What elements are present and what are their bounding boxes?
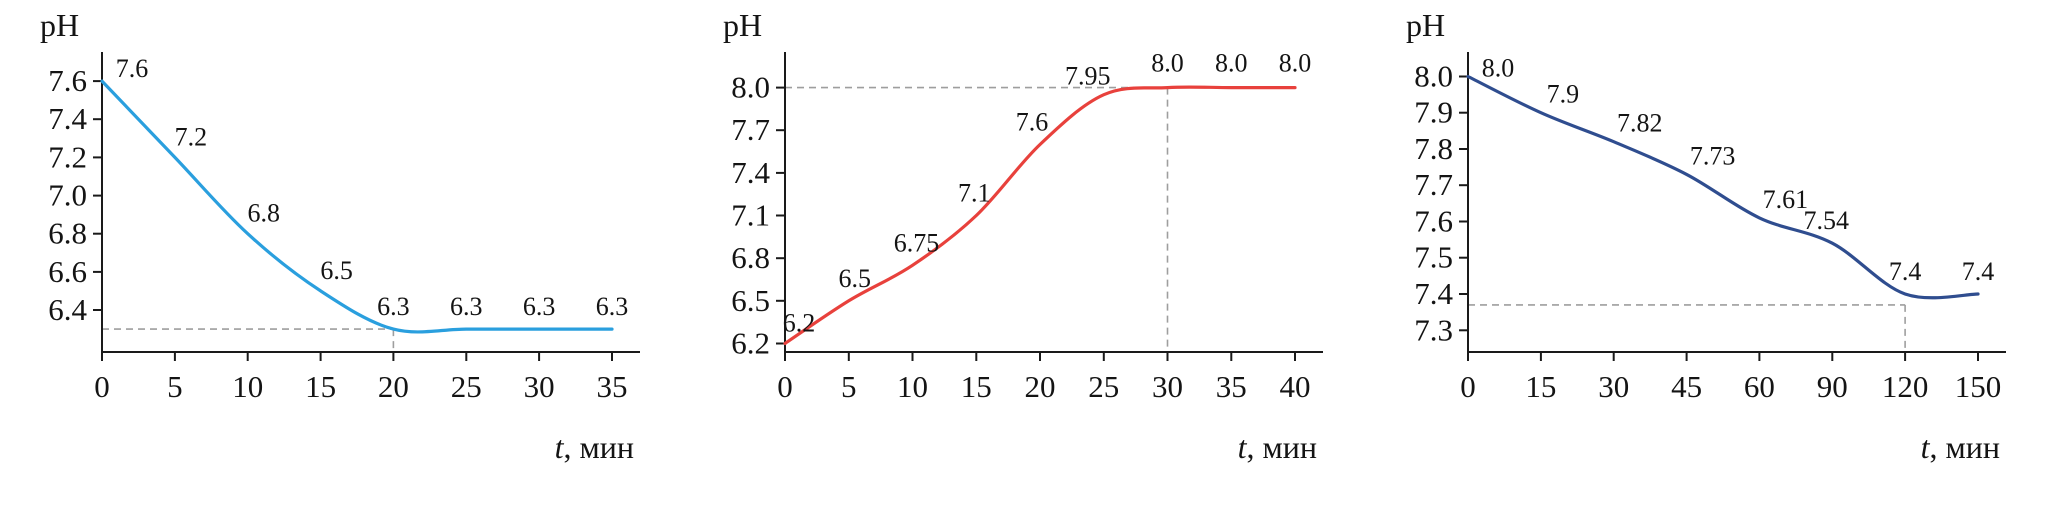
x-tick-label: 10 <box>897 369 928 404</box>
x-tick-label: 0 <box>777 369 793 404</box>
y-tick-label: 7.9 <box>1414 95 1453 130</box>
x-tick-label: 20 <box>378 369 409 404</box>
point-label: 7.73 <box>1690 141 1736 170</box>
y-tick-label: 7.0 <box>48 178 87 213</box>
point-label: 7.54 <box>1804 206 1850 235</box>
x-tick-label: 15 <box>1525 369 1556 404</box>
x-tick-label: 150 <box>1955 369 2002 404</box>
y-tick-label: 6.8 <box>731 240 770 275</box>
chart-svg: 7.67.47.27.06.86.66.40 5 10 15 20 25 30 357.67.… <box>40 7 640 465</box>
chart-1: 7.6 7.4 7.2 7.0 6.8 6.6 6.4 0 5 10 15 20 25 30 35 7.6 7.… <box>0 0 683 511</box>
y-axis-title: pH <box>723 7 762 43</box>
y-tick-label: 7.7 <box>731 112 770 147</box>
y-axis-title: pH <box>40 7 79 43</box>
y-tick-label: 8.0 <box>1414 59 1453 94</box>
y-tick-label: 7.4 <box>1414 276 1453 311</box>
y-tick-label: 6.4 <box>48 292 87 327</box>
x-tick-label: 25 <box>451 369 482 404</box>
y-tick-label: 6.8 <box>48 216 87 251</box>
y-tick-label: 6.6 <box>48 254 87 289</box>
x-tick-label: 15 <box>961 369 992 404</box>
point-label: 7.4 <box>1962 257 1995 286</box>
y-tick-label: 7.5 <box>1414 240 1453 275</box>
x-tick-label: 120 <box>1882 369 1929 404</box>
point-label: 6.2 <box>783 309 816 338</box>
x-tick-label: 35 <box>597 369 628 404</box>
y-tick-label: 7.4 <box>48 101 87 136</box>
point-label: 7.1 <box>958 179 991 208</box>
x-tick-label: 45 <box>1671 369 1702 404</box>
point-label: 7.9 <box>1547 80 1580 109</box>
point-label: 7.95 <box>1065 62 1111 91</box>
point-label: 7.6 <box>116 54 149 83</box>
point-label: 8.0 <box>1151 49 1184 78</box>
data-curve <box>1466 74 1980 300</box>
point-label: 7.61 <box>1763 185 1809 214</box>
point-label: 7.4 <box>1889 257 1922 286</box>
x-tick-label: 5 <box>167 369 183 404</box>
point-label: 6.3 <box>450 292 483 321</box>
point-label: 6.3 <box>596 292 629 321</box>
y-tick-label: 7.7 <box>1414 167 1453 202</box>
y-tick-label: 7.2 <box>48 139 87 174</box>
point-label: 7.6 <box>1016 108 1049 137</box>
point-label: 8.0 <box>1279 49 1312 78</box>
point-label: 8.0 <box>1215 49 1248 78</box>
x-tick-label: 0 <box>94 369 110 404</box>
chart-svg: 8.07.97.87.77.67.57.47.30 15 30 45 60 90 120 15… <box>1406 7 2006 465</box>
y-tick-label: 7.6 <box>48 63 87 98</box>
y-tick-label: 7.6 <box>1414 204 1453 239</box>
x-tick-label: 15 <box>305 369 336 404</box>
point-label: 8.0 <box>1482 54 1515 83</box>
point-label: 6.5 <box>839 264 872 293</box>
y-tick-label: 6.2 <box>731 326 770 361</box>
x-axis-title: t, мин <box>555 429 634 465</box>
x-tick-label: 20 <box>1025 369 1056 404</box>
x-axis-title: t, мин <box>1238 429 1317 465</box>
x-tick-label: 30 <box>524 369 555 404</box>
data-curve <box>783 85 1297 346</box>
x-tick-label: 60 <box>1744 369 1775 404</box>
x-axis-title: t, мин <box>1921 429 2000 465</box>
x-tick-label: 25 <box>1088 369 1119 404</box>
x-tick-label: 30 <box>1598 369 1629 404</box>
point-label: 7.82 <box>1617 109 1663 138</box>
point-label: 6.75 <box>894 228 940 257</box>
y-axis-title: pH <box>1406 7 1445 43</box>
x-tick-label: 10 <box>232 369 263 404</box>
y-tick-label: 7.3 <box>1414 312 1453 347</box>
point-label: 6.8 <box>247 199 280 228</box>
x-tick-label: 40 <box>1280 369 1311 404</box>
chart-svg: 8.07.77.47.16.86.56.20 5 10 15 20 25 30 35 406.2… <box>723 7 1323 465</box>
x-tick-label: 5 <box>841 369 857 404</box>
point-label: 7.2 <box>175 122 208 151</box>
x-tick-label: 0 <box>1460 369 1476 404</box>
x-tick-label: 90 <box>1817 369 1848 404</box>
chart-2: 8.0 7.7 7.4 7.1 6.8 6.5 6.2 0 5 10 15 20 25 30 35 40 6.2… <box>683 0 1366 511</box>
chart-3: 8.0 7.9 7.8 7.7 7.6 7.5 7.4 7.3 0 15 30 45 60 90 120 15… <box>1366 0 2049 511</box>
data-curve <box>100 79 614 334</box>
point-label: 6.3 <box>377 292 410 321</box>
y-tick-label: 7.8 <box>1414 131 1453 166</box>
x-tick-label: 30 <box>1152 369 1183 404</box>
y-tick-label: 7.1 <box>731 198 770 233</box>
point-label: 6.3 <box>523 292 556 321</box>
point-label: 6.5 <box>320 256 353 285</box>
y-tick-label: 6.5 <box>731 283 770 318</box>
y-tick-label: 8.0 <box>731 70 770 105</box>
x-tick-label: 35 <box>1216 369 1247 404</box>
y-tick-label: 7.4 <box>731 155 770 190</box>
